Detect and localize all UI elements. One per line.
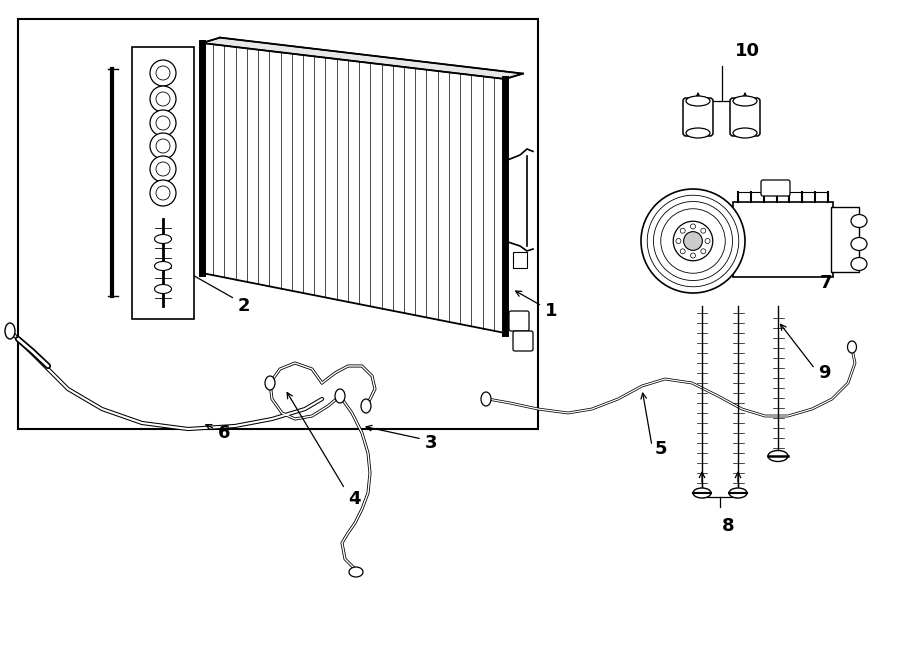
Circle shape [150, 110, 176, 136]
Polygon shape [202, 38, 523, 79]
Bar [831, 207, 859, 272]
Circle shape [156, 186, 170, 200]
Ellipse shape [693, 488, 711, 498]
FancyBboxPatch shape [513, 331, 533, 351]
Text: 9: 9 [818, 364, 831, 382]
Circle shape [156, 66, 170, 80]
Ellipse shape [335, 389, 345, 403]
Circle shape [684, 231, 702, 251]
Circle shape [150, 133, 176, 159]
Text: 10: 10 [735, 42, 760, 60]
Text: 4: 4 [348, 490, 361, 508]
Circle shape [690, 224, 696, 229]
Bar [132, 47, 194, 319]
Circle shape [641, 189, 745, 293]
Ellipse shape [851, 258, 867, 270]
Ellipse shape [848, 341, 857, 353]
FancyBboxPatch shape [730, 98, 760, 136]
Circle shape [690, 253, 696, 258]
Text: 1: 1 [545, 302, 557, 320]
Ellipse shape [481, 392, 491, 406]
Circle shape [150, 156, 176, 182]
Bar [18, 19, 538, 429]
Circle shape [673, 221, 713, 260]
Ellipse shape [768, 451, 788, 461]
Circle shape [156, 92, 170, 106]
Circle shape [156, 139, 170, 153]
Ellipse shape [265, 376, 275, 390]
Circle shape [680, 249, 685, 254]
Circle shape [701, 228, 706, 233]
Circle shape [156, 116, 170, 130]
Circle shape [676, 239, 681, 243]
Ellipse shape [729, 488, 747, 498]
Polygon shape [202, 43, 505, 333]
FancyBboxPatch shape [761, 180, 790, 196]
Text: 3: 3 [425, 434, 437, 452]
Ellipse shape [733, 96, 757, 106]
Ellipse shape [686, 128, 710, 138]
Ellipse shape [686, 96, 710, 106]
Ellipse shape [851, 215, 867, 227]
Ellipse shape [155, 235, 172, 243]
Text: 8: 8 [722, 517, 734, 535]
Ellipse shape [733, 128, 757, 138]
Text: 2: 2 [238, 297, 250, 315]
Text: 5: 5 [655, 440, 668, 458]
Text: 6: 6 [218, 424, 230, 442]
Circle shape [150, 86, 176, 112]
Bar [513, 252, 527, 268]
Circle shape [156, 162, 170, 176]
Ellipse shape [155, 284, 172, 293]
Ellipse shape [349, 567, 363, 577]
Ellipse shape [851, 237, 867, 251]
Text: 7: 7 [820, 274, 832, 292]
Ellipse shape [361, 399, 371, 413]
FancyBboxPatch shape [509, 311, 529, 331]
Ellipse shape [5, 323, 15, 339]
Circle shape [680, 228, 685, 233]
FancyBboxPatch shape [683, 98, 713, 136]
Bar [733, 202, 833, 277]
Circle shape [150, 180, 176, 206]
Circle shape [701, 249, 706, 254]
Circle shape [150, 60, 176, 86]
Ellipse shape [155, 262, 172, 270]
Circle shape [705, 239, 710, 243]
